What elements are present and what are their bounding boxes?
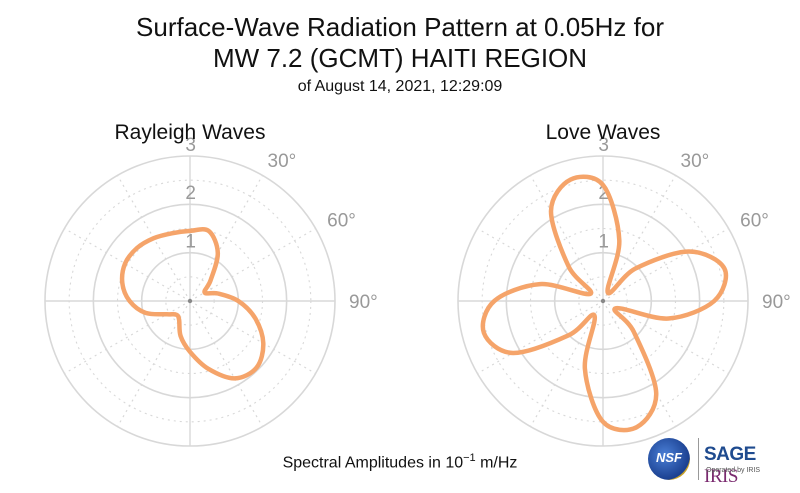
- radiation-pattern-line: [480, 174, 729, 433]
- polar-center-dot: [187, 298, 193, 304]
- radial-gridline: [92, 203, 288, 399]
- radial-gridline: [165, 276, 215, 326]
- radial-tick-label: 2: [185, 183, 196, 204]
- angular-gridline: [602, 227, 729, 302]
- radial-gridline: [505, 203, 701, 399]
- angle-tick-label: 60°: [740, 211, 769, 232]
- caption-prefix: Spectral Amplitudes in: [282, 454, 446, 472]
- angle-tick-label: 30°: [681, 151, 710, 172]
- sponsor-logos: NSF SAGE IRIS Operated by IRIS: [648, 436, 794, 487]
- radial-gridline: [116, 227, 264, 375]
- polar-chart-title: Love Waves: [546, 121, 661, 144]
- angular-gridline: [477, 300, 604, 375]
- polar-center-dot: [600, 298, 606, 304]
- angle-tick-label: 30°: [268, 151, 297, 172]
- angle-tick-label: 60°: [327, 211, 356, 232]
- polar-chart-title: Rayleigh Waves: [115, 121, 266, 144]
- chart-title-line-1: Surface-Wave Radiation Pattern at 0.05Hz…: [136, 12, 664, 42]
- radial-gridline: [481, 179, 725, 423]
- caption-base: 10: [445, 454, 464, 472]
- radiation-pattern-line: [119, 226, 266, 381]
- iris-logo-text: IRIS: [704, 466, 738, 487]
- chart-subtitle-date: of August 14, 2021, 12:29:09: [297, 78, 503, 95]
- radial-gridline: [553, 251, 653, 351]
- angular-gridline: [64, 300, 191, 375]
- polar-chart-2: 1 2 3 30° 60° 90° Love Waves: [457, 121, 791, 447]
- radial-tick-label: 3: [185, 135, 196, 156]
- polar-chart-1: 1 2 3 30° 60° 90° Rayleigh Waves: [44, 121, 378, 447]
- radial-gridline: [44, 155, 336, 447]
- angle-tick-label: 90°: [762, 292, 791, 313]
- angular-gridline: [189, 227, 316, 302]
- operated-by-text: Operated by IRIS: [706, 467, 761, 474]
- radial-gridline: [457, 155, 749, 447]
- angle-tick-label: 90°: [349, 292, 378, 313]
- sage-iris-logo: SAGE IRIS: [704, 444, 794, 488]
- chart-title-line-2: MW 7.2 (GCMT) HAITI REGION: [212, 43, 588, 73]
- sage-logo-text: SAGE: [704, 444, 756, 465]
- caption-unit: m/Hz: [475, 454, 518, 472]
- radial-gridline: [68, 179, 312, 423]
- radial-tick-label: 1: [185, 231, 196, 252]
- radial-tick-label: 2: [598, 183, 609, 204]
- logo-divider: [698, 438, 699, 480]
- radial-tick-label: 1: [598, 231, 609, 252]
- radial-gridline: [529, 227, 677, 375]
- amplitude-units-caption: Spectral Amplitudes in 10−1 m/Hz: [0, 452, 800, 472]
- caption-exponent: −1: [463, 452, 476, 464]
- radial-gridline: [578, 276, 628, 326]
- nsf-logo-icon: [648, 438, 690, 480]
- nsf-logo-text: NSF: [656, 450, 682, 465]
- radial-tick-label: 3: [598, 135, 609, 156]
